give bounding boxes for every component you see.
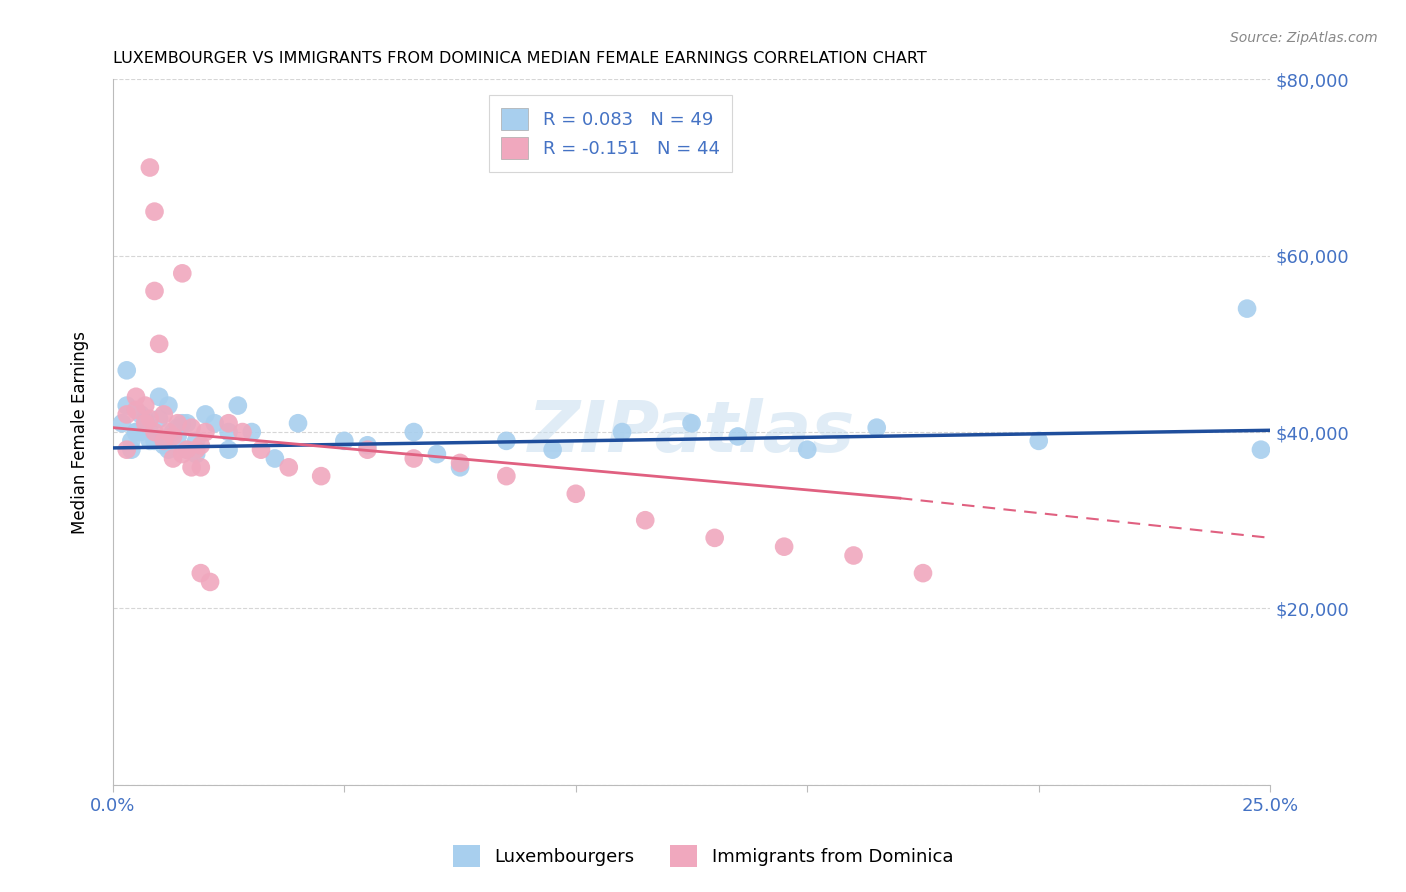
- Point: [125, 425, 148, 439]
- Point: [176, 442, 198, 457]
- Point: [218, 425, 240, 439]
- Point: [157, 399, 180, 413]
- Point: [120, 434, 142, 448]
- Point: [218, 416, 240, 430]
- Point: [115, 363, 138, 377]
- Point: [250, 442, 273, 457]
- Point: [176, 416, 198, 430]
- Point: [333, 434, 356, 448]
- Point: [866, 420, 889, 434]
- Point: [495, 434, 517, 448]
- Point: [911, 566, 934, 581]
- Point: [129, 425, 152, 439]
- Point: [190, 460, 212, 475]
- Point: [139, 161, 162, 175]
- Point: [727, 429, 749, 443]
- Point: [166, 416, 188, 430]
- Point: [143, 434, 166, 448]
- Point: [172, 266, 194, 280]
- Point: [796, 442, 818, 457]
- Point: [231, 425, 253, 439]
- Point: [565, 487, 588, 501]
- Point: [226, 399, 249, 413]
- Point: [681, 416, 703, 430]
- Point: [115, 442, 138, 457]
- Point: [194, 408, 217, 422]
- Point: [773, 540, 796, 554]
- Point: [162, 425, 184, 439]
- Point: [166, 429, 188, 443]
- Point: [402, 425, 425, 439]
- Point: [180, 420, 202, 434]
- Y-axis label: Median Female Earnings: Median Female Earnings: [72, 331, 89, 533]
- Point: [240, 425, 263, 439]
- Legend: Luxembourgers, Immigrants from Dominica: Luxembourgers, Immigrants from Dominica: [446, 838, 960, 874]
- Point: [194, 425, 217, 439]
- Point: [610, 425, 633, 439]
- Point: [634, 513, 657, 527]
- Point: [703, 531, 725, 545]
- Point: [186, 434, 208, 448]
- Point: [166, 420, 188, 434]
- Point: [152, 434, 174, 448]
- Point: [287, 416, 309, 430]
- Point: [1250, 442, 1272, 457]
- Point: [180, 460, 202, 475]
- Point: [204, 416, 226, 430]
- Point: [152, 408, 174, 422]
- Point: [139, 425, 162, 439]
- Point: [1028, 434, 1050, 448]
- Point: [842, 549, 865, 563]
- Point: [152, 438, 174, 452]
- Point: [176, 442, 198, 457]
- Text: ZIPatlas: ZIPatlas: [527, 398, 855, 467]
- Point: [143, 425, 166, 439]
- Text: LUXEMBOURGER VS IMMIGRANTS FROM DOMINICA MEDIAN FEMALE EARNINGS CORRELATION CHAR: LUXEMBOURGER VS IMMIGRANTS FROM DOMINICA…: [112, 51, 927, 66]
- Point: [198, 574, 221, 589]
- Point: [402, 451, 425, 466]
- Point: [449, 456, 471, 470]
- Point: [139, 412, 162, 426]
- Point: [111, 416, 134, 430]
- Point: [157, 442, 180, 457]
- Point: [356, 442, 378, 457]
- Point: [190, 438, 212, 452]
- Point: [129, 408, 152, 422]
- Point: [309, 469, 332, 483]
- Point: [1236, 301, 1258, 316]
- Point: [162, 451, 184, 466]
- Point: [125, 403, 148, 417]
- Point: [125, 390, 148, 404]
- Point: [356, 438, 378, 452]
- Point: [148, 412, 170, 426]
- Point: [134, 412, 156, 426]
- Point: [277, 460, 299, 475]
- Point: [426, 447, 449, 461]
- Point: [148, 390, 170, 404]
- Point: [157, 425, 180, 439]
- Legend: R = 0.083   N = 49, R = -0.151   N = 44: R = 0.083 N = 49, R = -0.151 N = 44: [489, 95, 733, 172]
- Point: [172, 416, 194, 430]
- Text: Source: ZipAtlas.com: Source: ZipAtlas.com: [1230, 31, 1378, 45]
- Point: [162, 429, 184, 443]
- Point: [218, 442, 240, 457]
- Point: [134, 416, 156, 430]
- Point: [115, 408, 138, 422]
- Point: [186, 447, 208, 461]
- Point: [139, 434, 162, 448]
- Point: [120, 442, 142, 457]
- Point: [172, 447, 194, 461]
- Point: [186, 442, 208, 457]
- Point: [541, 442, 564, 457]
- Point: [190, 566, 212, 581]
- Point: [115, 399, 138, 413]
- Point: [125, 425, 148, 439]
- Point: [143, 284, 166, 298]
- Point: [495, 469, 517, 483]
- Point: [264, 451, 287, 466]
- Point: [449, 460, 471, 475]
- Point: [148, 337, 170, 351]
- Point: [143, 204, 166, 219]
- Point: [134, 399, 156, 413]
